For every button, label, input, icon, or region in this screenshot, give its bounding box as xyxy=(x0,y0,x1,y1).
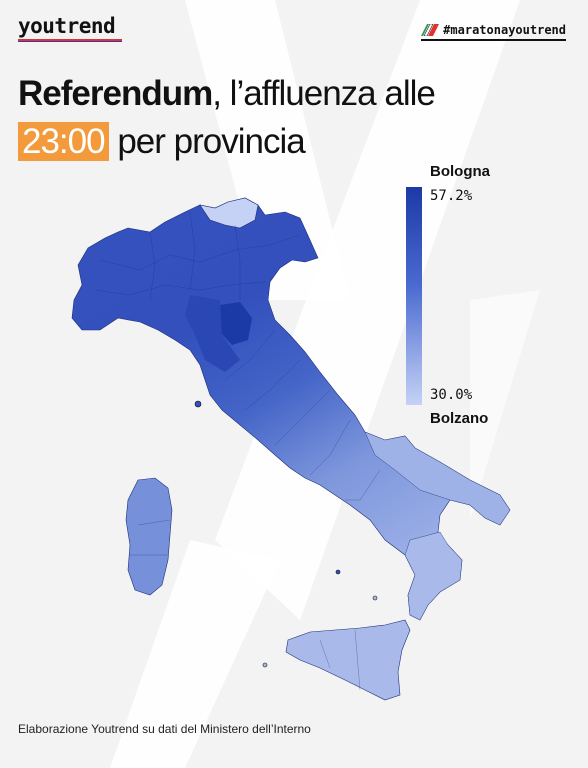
italy-map xyxy=(71,197,511,701)
title-bold: Referendum xyxy=(18,74,213,113)
calabria-region xyxy=(404,531,463,621)
legend-max-value: 57.2% xyxy=(430,188,473,204)
province-borders xyxy=(94,211,381,691)
sardinia-island xyxy=(125,477,173,596)
hashtag-text: #maratonayoutrend xyxy=(443,23,566,37)
bologna-region xyxy=(220,302,252,345)
page-title: Referendum, l’affluenza alle 23:00 per p… xyxy=(18,70,436,166)
aeolian-island xyxy=(372,595,378,601)
bolzano-region xyxy=(199,197,259,229)
legend-min-value: 30.0% xyxy=(430,387,473,403)
emilia-region xyxy=(185,295,240,372)
elba-island xyxy=(194,400,202,408)
small-island xyxy=(335,569,341,575)
youtrend-logo: youtrend xyxy=(18,14,116,38)
puglia-region xyxy=(364,431,511,526)
title-rest-line2: per provincia xyxy=(108,122,305,161)
source-note: Elaborazione Youtrend su dati del Minist… xyxy=(18,722,311,736)
legend-color-bar xyxy=(406,187,422,405)
legend-max-province: Bologna xyxy=(430,163,490,180)
title-rest-line1: , l’affluenza alle xyxy=(212,74,436,113)
title-time-highlight: 23:00 xyxy=(18,122,109,161)
legend-min-province: Bolzano xyxy=(430,410,489,427)
italy-flag-icon xyxy=(421,24,440,36)
egadi-island xyxy=(262,662,268,668)
logo-underline xyxy=(18,39,122,42)
sicily-island xyxy=(285,619,411,701)
hashtag-badge: #maratonayoutrend xyxy=(421,23,566,41)
